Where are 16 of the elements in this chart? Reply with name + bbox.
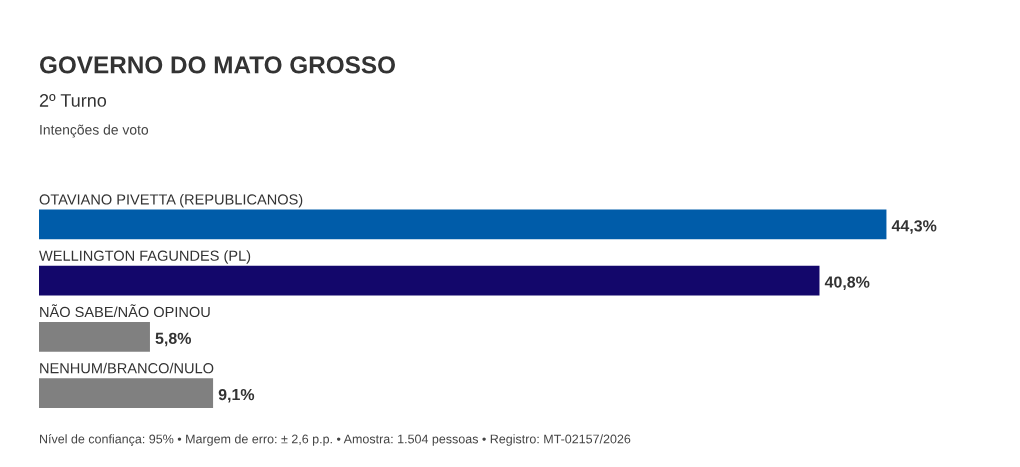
data-label: 44,3% — [891, 220, 937, 234]
bar — [39, 378, 214, 409]
bar — [39, 321, 150, 352]
data-label: 9,1% — [218, 388, 255, 403]
text: Nível de confiança: 95% • Margem de erro: ± 2,6 p.p. • Amostra: 1.504 pessoas • Registro: MT-02157/2026 — [40, 434, 631, 446]
text: Intenções de voto — [40, 124, 149, 138]
y-tick-label: NENHUM/BRANCO/NULO — [40, 362, 214, 374]
bar — [39, 265, 820, 296]
y-tick-label: OTAVIANO PIVETTA (REPUBLICANOS) — [39, 193, 303, 208]
chart-subtitle: 2º Turno — [39, 94, 107, 107]
y-tick-label: WELLINGTON FAGUNDES (PL) — [39, 250, 251, 264]
data-label: 40,8% — [824, 276, 870, 291]
y-tick-label: NÃO SABE/NÃO OPINOU — [40, 304, 210, 318]
bar — [39, 209, 887, 240]
data-label: 5,8% — [155, 332, 192, 347]
chart-title: GOVERNO DO MATO GROSSO — [40, 56, 395, 74]
